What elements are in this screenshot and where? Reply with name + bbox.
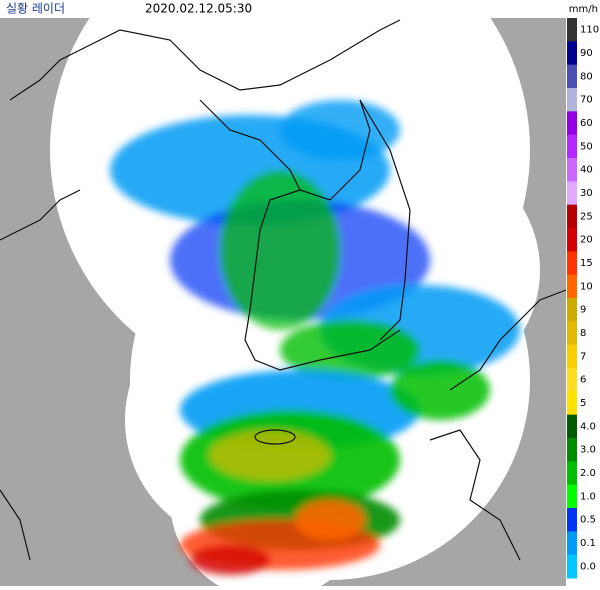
legend-label: 20: [580, 235, 593, 246]
legend-swatch: [567, 18, 577, 42]
legend-swatch: [567, 484, 577, 509]
legend-swatch: [567, 204, 577, 229]
unit: mm/h: [569, 4, 598, 15]
legend-label: 25: [580, 211, 593, 222]
legend-label: 0.1: [580, 538, 596, 549]
precipitation: [110, 100, 520, 575]
legend-label: 7: [580, 351, 586, 362]
legend-label: 9: [580, 305, 586, 316]
legend-swatch: [567, 228, 577, 252]
legend-label: 0.0: [580, 561, 596, 572]
legend-swatch: [567, 88, 577, 112]
legend-swatch: [567, 344, 577, 369]
legend-swatch: [567, 251, 577, 276]
legend-swatch: [567, 368, 577, 392]
legend-label: 10: [580, 281, 593, 292]
legend-label: 2.0: [580, 468, 596, 479]
legend-label: 80: [580, 71, 593, 82]
legend-label: 0.5: [580, 515, 596, 526]
legend-label: 30: [580, 188, 593, 199]
legend-swatch: [567, 134, 577, 159]
timestamp: 2020.02.12.05:30: [145, 2, 252, 16]
legend-label: 5: [580, 398, 586, 409]
legend-swatch: [567, 41, 577, 66]
legend-swatch: [567, 181, 577, 206]
legend-swatch: [567, 274, 577, 299]
legend-label: 90: [580, 48, 593, 59]
legend-swatch: [567, 111, 577, 136]
coastline: [0, 19, 567, 561]
legend-swatch: [567, 64, 577, 89]
legend-label: 60: [580, 118, 593, 129]
legend-swatch: [567, 508, 577, 532]
legend-swatch: [567, 391, 577, 416]
legend-label: 4.0: [580, 421, 596, 432]
legend-label: 3.0: [580, 445, 596, 456]
title: 실황 레이더: [6, 2, 65, 16]
legend-label: 1.0: [580, 491, 596, 502]
legend-label: 6: [580, 375, 586, 386]
legend-label: 40: [580, 165, 593, 176]
legend-label: 8: [580, 328, 586, 339]
legend-label: 110: [580, 25, 599, 36]
legend-swatch: [567, 321, 577, 346]
legend-label: 70: [580, 95, 593, 106]
legend-swatch: [567, 414, 577, 439]
legend-swatch: [567, 298, 577, 322]
legend-label: 50: [580, 141, 593, 152]
legend: 110 90 80 70 60 50 40 30 25 20 15 10 9 8 7 6 5 4.0 3.0 2.0 1…: [567, 18, 599, 579]
legend-label: 15: [580, 258, 593, 269]
legend-swatch: [567, 531, 577, 556]
legend-swatch: [567, 158, 577, 182]
legend-swatch: [567, 461, 577, 486]
legend-swatch: [567, 438, 577, 462]
legend-swatch: [567, 554, 577, 579]
